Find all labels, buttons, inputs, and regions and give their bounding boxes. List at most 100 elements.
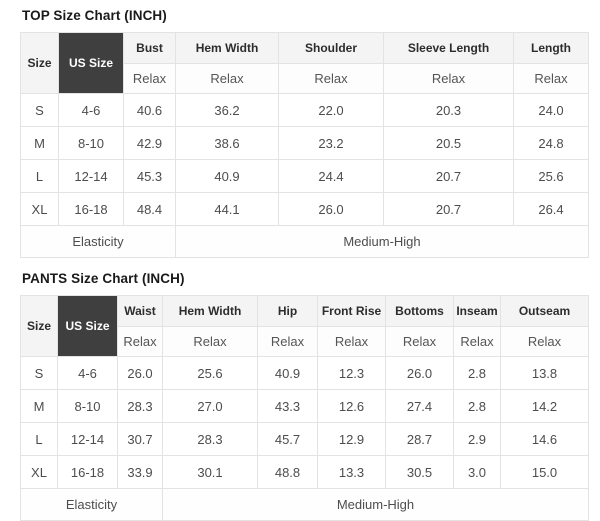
size-column-header: Size: [20, 295, 58, 357]
fit-label-cell: Relax: [317, 325, 386, 357]
measure-column-header: Inseam: [453, 295, 501, 327]
elasticity-label-cell: Elasticity: [20, 488, 163, 521]
measurement-value-cell: 12.3: [317, 356, 386, 390]
measurement-value-cell: 48.8: [257, 455, 318, 489]
table-row: S 4-6 40.6 36.2 22.0 20.3 24.0: [20, 93, 589, 127]
measurement-value-cell: 42.9: [123, 126, 176, 160]
measurement-value-cell: 38.6: [175, 126, 279, 160]
measurement-value-cell: 13.8: [500, 356, 589, 390]
measurement-value-cell: 45.7: [257, 422, 318, 456]
fit-label-cell: Relax: [117, 325, 163, 357]
measure-column-header: Waist: [117, 295, 163, 327]
measurement-value-cell: 28.3: [162, 422, 258, 456]
measurement-value-cell: 27.0: [162, 389, 258, 423]
measurement-value-cell: 15.0: [500, 455, 589, 489]
fit-label-cell: Relax: [383, 62, 514, 94]
fit-label-cell: Relax: [175, 62, 279, 94]
measurement-value-cell: 40.9: [175, 159, 279, 193]
table-row: XL 16-18 48.4 44.1 26.0 20.7 26.4: [20, 192, 589, 226]
measurement-value-cell: 48.4: [123, 192, 176, 226]
measurement-value-cell: 2.8: [453, 389, 501, 423]
size-value-cell: L: [20, 159, 59, 193]
top-size-chart-table-container: Size US Size Bust Hem Width Shoulder Sleeve L…: [20, 32, 589, 258]
elasticity-value-cell: Medium-High: [162, 488, 589, 521]
elasticity-value-cell: Medium-High: [175, 225, 589, 258]
us-size-value-cell: 16-18: [57, 455, 118, 489]
header-row-fit: Relax Relax Relax Relax Relax: [21, 62, 589, 94]
measurement-value-cell: 26.0: [385, 356, 454, 390]
table-row: S 4-6 26.0 25.6 40.9 12.3 26.0 2.8 13.8: [20, 356, 589, 390]
measurement-value-cell: 2.9: [453, 422, 501, 456]
measure-column-header: Outseam: [500, 295, 589, 327]
elasticity-row: Elasticity Medium-High: [20, 488, 589, 521]
size-chart-table: Size US Size Waist Hem Width Hip Front Rise Bo…: [20, 295, 589, 521]
size-value-cell: XL: [20, 455, 58, 489]
measurement-value-cell: 24.8: [513, 126, 589, 160]
us-size-value-cell: 12-14: [57, 422, 118, 456]
us-size-value-cell: 12-14: [58, 159, 124, 193]
fit-label-cell: Relax: [500, 325, 589, 357]
table-row: L 12-14 45.3 40.9 24.4 20.7 25.6: [20, 159, 589, 193]
measurement-value-cell: 26.4: [513, 192, 589, 226]
measurement-value-cell: 3.0: [453, 455, 501, 489]
us-size-value-cell: 8-10: [58, 126, 124, 160]
pants-chart-title: PANTS Size Chart (INCH): [22, 271, 185, 286]
us-size-value-cell: 4-6: [57, 356, 118, 390]
top-chart-title: TOP Size Chart (INCH): [22, 8, 167, 23]
fit-label-cell: Relax: [123, 62, 176, 94]
size-value-cell: L: [20, 422, 58, 456]
measurement-value-cell: 28.7: [385, 422, 454, 456]
measurement-value-cell: 43.3: [257, 389, 318, 423]
size-value-cell: M: [20, 126, 59, 160]
measurement-value-cell: 24.4: [278, 159, 384, 193]
header-row-fit: Relax Relax Relax Relax Relax Relax Relax: [21, 325, 589, 357]
fit-label-cell: Relax: [513, 62, 589, 94]
us-size-column-header: US Size: [58, 32, 124, 94]
size-chart-table: Size US Size Bust Hem Width Shoulder Sleeve L…: [20, 32, 589, 258]
us-size-column-header: US Size: [57, 295, 118, 357]
elasticity-row: Elasticity Medium-High: [20, 225, 589, 258]
measurement-value-cell: 44.1: [175, 192, 279, 226]
measurement-value-cell: 40.6: [123, 93, 176, 127]
measurement-value-cell: 2.8: [453, 356, 501, 390]
pants-size-chart-section: PANTS Size Chart (INCH) Size US Size Waist…: [20, 271, 589, 521]
measurement-value-cell: 30.5: [385, 455, 454, 489]
measure-column-header: Hip: [257, 295, 318, 327]
measurement-value-cell: 25.6: [162, 356, 258, 390]
measurement-value-cell: 36.2: [175, 93, 279, 127]
table-row: L 12-14 30.7 28.3 45.7 12.9 28.7 2.9 14.6: [20, 422, 589, 456]
measurement-value-cell: 20.3: [383, 93, 514, 127]
measurement-value-cell: 22.0: [278, 93, 384, 127]
measurement-value-cell: 20.7: [383, 192, 514, 226]
measurement-value-cell: 26.0: [278, 192, 384, 226]
measurement-value-cell: 28.3: [117, 389, 163, 423]
size-value-cell: S: [20, 93, 59, 127]
measurement-value-cell: 30.1: [162, 455, 258, 489]
measurement-value-cell: 12.6: [317, 389, 386, 423]
measurement-value-cell: 20.5: [383, 126, 514, 160]
fit-label-cell: Relax: [453, 325, 501, 357]
header-row-measures: Size US Size Bust Hem Width Shoulder Sleeve L…: [20, 32, 589, 94]
measurement-value-cell: 25.6: [513, 159, 589, 193]
measurement-value-cell: 12.9: [317, 422, 386, 456]
size-value-cell: S: [20, 356, 58, 390]
size-value-cell: M: [20, 389, 58, 423]
size-column-header: Size: [20, 32, 59, 94]
table-row: M 8-10 42.9 38.6 23.2 20.5 24.8: [20, 126, 589, 160]
measure-column-header: Sleeve Length: [383, 32, 514, 64]
measurement-value-cell: 20.7: [383, 159, 514, 193]
measurement-value-cell: 40.9: [257, 356, 318, 390]
us-size-value-cell: 4-6: [58, 93, 124, 127]
measurement-value-cell: 30.7: [117, 422, 163, 456]
top-size-chart-section: TOP Size Chart (INCH) Size US Size Bust Hem…: [20, 8, 589, 258]
measure-column-header: Bottoms: [385, 295, 454, 327]
pants-size-chart-table-container: Size US Size Waist Hem Width Hip Front Rise Bo…: [20, 295, 589, 521]
measure-column-header: Length: [513, 32, 589, 64]
table-row: XL 16-18 33.9 30.1 48.8 13.3 30.5 3.0 15.0: [20, 455, 589, 489]
measurement-value-cell: 13.3: [317, 455, 386, 489]
measurement-value-cell: 23.2: [278, 126, 384, 160]
us-size-value-cell: 8-10: [57, 389, 118, 423]
measurement-value-cell: 14.6: [500, 422, 589, 456]
measurement-value-cell: 27.4: [385, 389, 454, 423]
header-row-measures: Size US Size Waist Hem Width Hip Front Rise Bo…: [20, 295, 589, 357]
